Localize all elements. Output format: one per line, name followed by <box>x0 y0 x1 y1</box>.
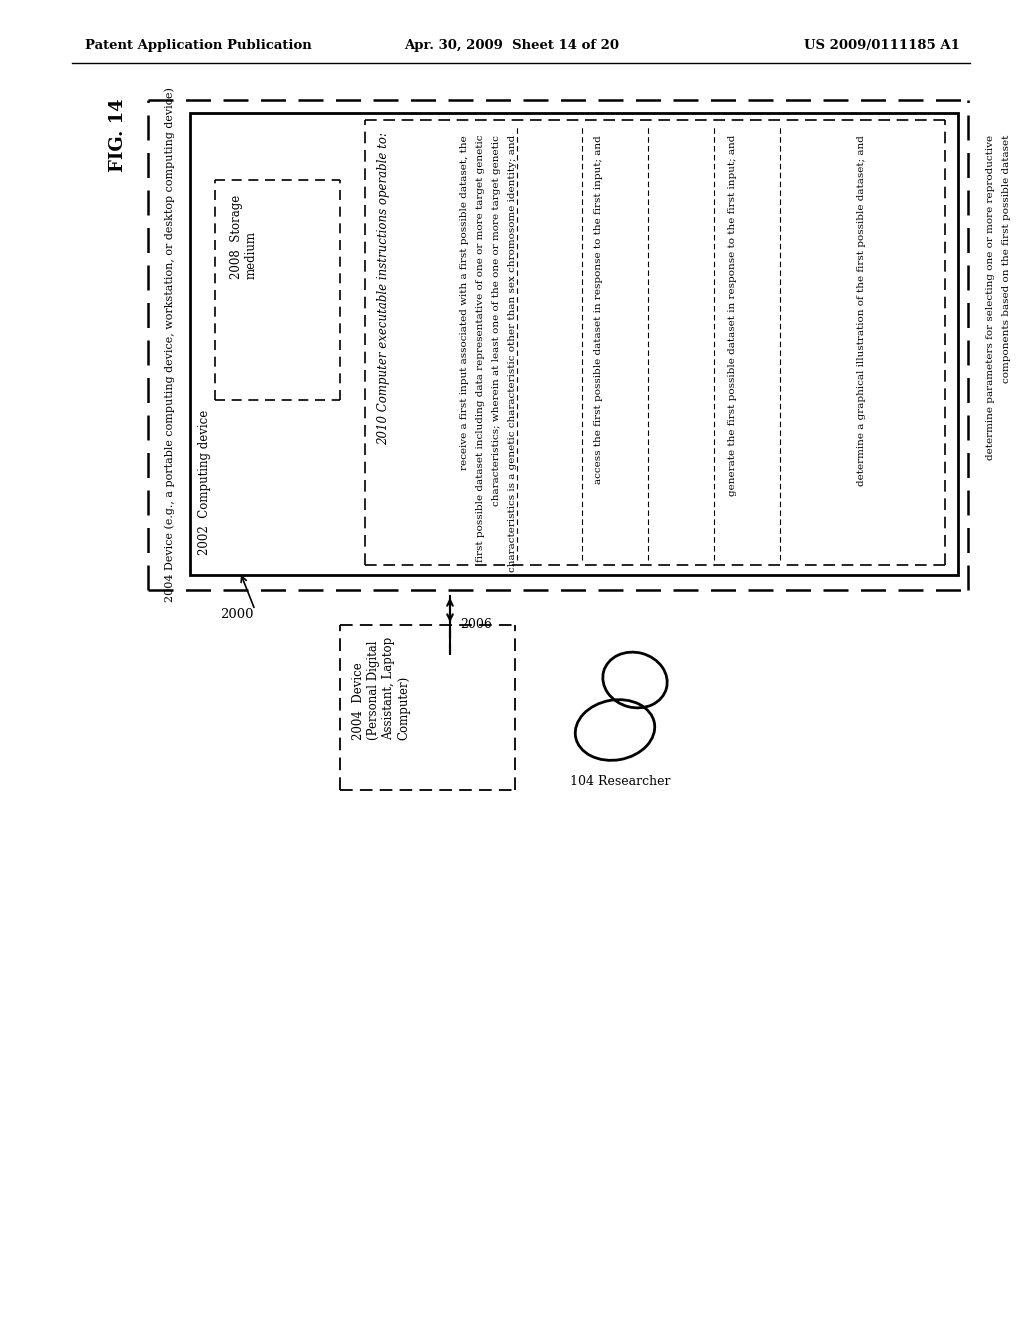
Text: 2002  Computing device: 2002 Computing device <box>198 409 211 554</box>
Text: 2004  Device
(Personal Digital
Assistant, Laptop
Computer): 2004 Device (Personal Digital Assistant,… <box>352 638 410 741</box>
Text: access the first possible dataset in response to the first input; and: access the first possible dataset in res… <box>594 135 603 483</box>
Text: 2010 Computer executable instructions operable to:: 2010 Computer executable instructions op… <box>377 132 390 445</box>
Text: characteristics is a genetic characteristic other than sex chromosome identity; : characteristics is a genetic characteris… <box>508 135 517 573</box>
Text: 2008  Storage
medium: 2008 Storage medium <box>230 195 258 280</box>
Text: US 2009/0111185 A1: US 2009/0111185 A1 <box>804 38 961 51</box>
Text: receive a first input associated with a first possible dataset, the: receive a first input associated with a … <box>460 135 469 470</box>
Text: determine parameters for selecting one or more reproductive: determine parameters for selecting one o… <box>986 135 995 461</box>
Text: 2006: 2006 <box>460 619 492 631</box>
Text: components based on the first possible dataset: components based on the first possible d… <box>1002 135 1011 383</box>
Text: characteristics; wherein at least one of the one or more target genetic: characteristics; wherein at least one of… <box>492 135 501 506</box>
Text: Patent Application Publication: Patent Application Publication <box>85 38 311 51</box>
Text: 104 Researcher: 104 Researcher <box>569 775 671 788</box>
Text: FIG. 14: FIG. 14 <box>109 98 127 172</box>
Text: 2000: 2000 <box>220 609 254 622</box>
Text: Apr. 30, 2009  Sheet 14 of 20: Apr. 30, 2009 Sheet 14 of 20 <box>404 38 620 51</box>
Text: determine a graphical illustration of the first possible dataset; and: determine a graphical illustration of th… <box>857 135 866 486</box>
Text: 2004 Device (e.g., a portable computing device, workstation, or desktop computin: 2004 Device (e.g., a portable computing … <box>165 87 175 602</box>
Bar <box>190 114 958 576</box>
Text: first possible dataset including data representative of one or more target genet: first possible dataset including data re… <box>476 135 485 562</box>
Text: generate the first possible dataset in response to the first input; and: generate the first possible dataset in r… <box>728 135 737 496</box>
